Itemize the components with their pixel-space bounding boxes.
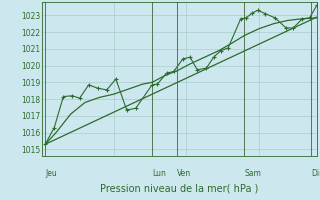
Text: Jeu: Jeu — [45, 168, 57, 178]
Text: Ven: Ven — [177, 168, 191, 178]
Text: Sam: Sam — [244, 168, 261, 178]
Text: Dim: Dim — [311, 168, 320, 178]
Text: Pression niveau de la mer( hPa ): Pression niveau de la mer( hPa ) — [100, 184, 258, 194]
Text: Lun: Lun — [152, 168, 166, 178]
